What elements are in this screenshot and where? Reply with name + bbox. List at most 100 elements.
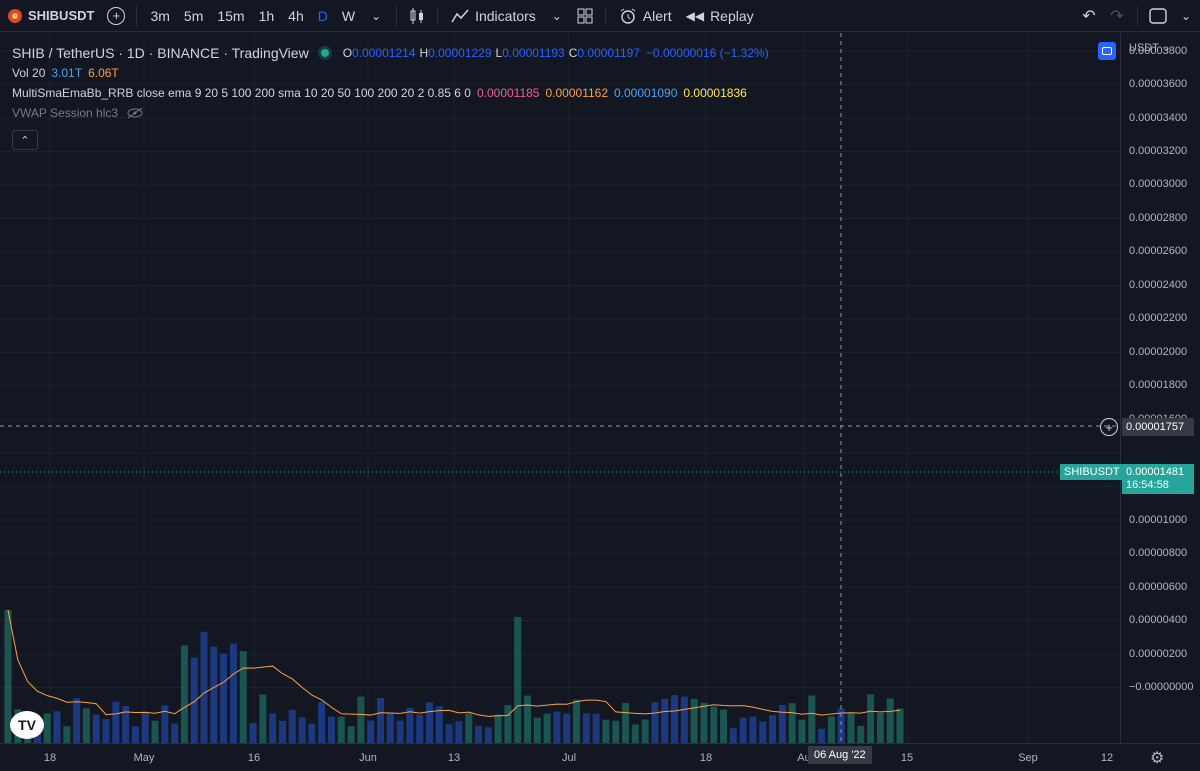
compare-add-button[interactable]: +: [102, 0, 130, 32]
time-tick-label: 13: [447, 752, 461, 764]
redo-icon: ↷: [1110, 8, 1124, 25]
volume-bar: [200, 631, 208, 743]
price-tick-label: 0.00000400: [1129, 614, 1188, 626]
volume-bar: [406, 707, 414, 743]
legend-title[interactable]: SHIB / TetherUS · 1D · BINANCE · Trading…: [12, 45, 309, 61]
volume-bar: [690, 698, 698, 743]
volume-bar: [337, 716, 345, 743]
volume-bar: [308, 723, 316, 743]
volume-bar: [82, 708, 90, 743]
volume-ma-value: 6.06T: [88, 66, 119, 80]
volume-bar: [386, 712, 394, 743]
volume-bar: [827, 716, 835, 743]
volume-bar: [700, 702, 708, 743]
volume-bar: [190, 657, 198, 743]
replay-button[interactable]: ◀◀ Replay: [679, 0, 761, 32]
price-chart[interactable]: [0, 33, 1120, 743]
indicators-icon: [451, 9, 469, 22]
price-tick-label: 0.00003800: [1129, 45, 1188, 57]
volume-bar: [141, 711, 149, 743]
volume-bar: [533, 717, 541, 743]
interval-4h[interactable]: 4h: [288, 7, 304, 24]
time-tick-label: Jul: [561, 752, 577, 764]
price-tick-label: 0.00003200: [1129, 145, 1188, 157]
alert-button[interactable]: Alert: [612, 0, 679, 32]
interval-15m[interactable]: 15m: [217, 7, 245, 24]
volume-bar: [43, 713, 51, 743]
volume-bar: [524, 695, 532, 743]
ohlc-high: 0.00001229: [428, 46, 492, 60]
volume-bar: [857, 725, 865, 743]
auto-scale-button[interactable]: [1098, 42, 1116, 60]
ohlc-open: 0.00001214: [352, 46, 416, 60]
time-axis[interactable]: 18 May 16 Jun 13 Jul 18 Au 15 Sep 12: [0, 743, 1200, 771]
settings-gear-icon[interactable]: ⚙: [1150, 750, 1165, 767]
ohlc-h-key: H: [419, 46, 429, 60]
add-alert-plus-button[interactable]: +: [1100, 418, 1118, 436]
volume-bar: [837, 708, 845, 743]
volume-bar: [876, 713, 884, 743]
ma-value-1: 0.00001185: [476, 86, 540, 100]
layout-grid-icon: [577, 8, 593, 23]
volume-bar: [73, 698, 81, 743]
redo-button[interactable]: ↷: [1103, 0, 1131, 32]
divider: [437, 5, 439, 26]
interval-3m[interactable]: 3m: [150, 7, 170, 24]
volume-bar: [347, 726, 355, 743]
interval-w[interactable]: W: [341, 7, 356, 24]
currency-select[interactable]: USDT ⌄: [1129, 41, 1171, 54]
symbol-search[interactable]: SHIBUSDT: [0, 0, 102, 32]
favorite-indicators-dropdown[interactable]: ⌄: [543, 0, 571, 32]
legend-vwap-row[interactable]: VWAP Session hlc3: [12, 103, 769, 123]
price-scale[interactable]: USDT ⌄ 0.00003800 0.00003600 0.00003400 0.0…: [1120, 33, 1200, 743]
volume-bar: [671, 695, 679, 743]
tradingview-logo: TV: [10, 711, 44, 739]
ma-indicator-label: MultiSmaEmaBb_RRB close ema 9 20 5 100 2…: [12, 86, 471, 100]
top-toolbar: SHIBUSDT + 3m 5m 15m 1h 4h D W ⌄ Indicat…: [0, 0, 1200, 32]
ma-value-3: 0.00001090: [614, 86, 678, 100]
ohlc-o-key: O: [342, 46, 353, 60]
collapse-legend-button[interactable]: ⌃: [12, 130, 38, 150]
chart-legend: SHIB / TetherUS · 1D · BINANCE · Trading…: [12, 43, 769, 123]
undo-button[interactable]: ↶: [1075, 0, 1103, 32]
interval-1h[interactable]: 1h: [258, 7, 275, 24]
chevron-down-icon: ⌄: [551, 8, 562, 23]
volume-bar: [886, 698, 894, 743]
window-icon: [1149, 8, 1167, 24]
eye-hidden-icon[interactable]: [126, 107, 144, 119]
time-tick-label: 18: [43, 752, 57, 764]
volume-bar: [210, 646, 218, 743]
volume-bar: [425, 702, 433, 743]
volume-bar: [161, 705, 169, 743]
layout-button[interactable]: [571, 0, 599, 32]
layout-select-button[interactable]: [1144, 0, 1172, 32]
volume-bar: [151, 720, 159, 743]
vwap-label: VWAP Session hlc3: [12, 106, 119, 120]
interval-d[interactable]: D: [317, 7, 328, 24]
current-price-value: 0.00001481: [1126, 466, 1185, 478]
volume-bar: [739, 717, 747, 743]
volume-bar: [445, 724, 453, 743]
price-tick-label: 0.00003400: [1129, 112, 1188, 124]
interval-dropdown[interactable]: ⌄: [362, 0, 390, 32]
volume-bar: [710, 706, 718, 743]
interval-5m[interactable]: 5m: [183, 7, 204, 24]
right-tools: ↶ ↷ ⌄: [1075, 0, 1200, 32]
legend-ma-row[interactable]: MultiSmaEmaBb_RRB close ema 9 20 5 100 2…: [12, 83, 769, 103]
volume-bar: [53, 711, 61, 743]
volume-bar: [680, 696, 688, 743]
volume-bar: [592, 713, 600, 743]
price-tick-label: 0.00002800: [1129, 212, 1188, 224]
crosshair-price-label: 0.00001757: [1122, 418, 1194, 436]
price-tick-label: 0.00002000: [1129, 346, 1188, 358]
layout-dropdown[interactable]: ⌄: [1172, 0, 1200, 32]
volume-bar: [288, 709, 296, 743]
legend-volume-row[interactable]: Vol 20 3.01T 6.06T: [12, 63, 769, 83]
indicators-button[interactable]: Indicators: [444, 0, 543, 32]
volume-bar: [239, 651, 247, 743]
bar-countdown: 16:54:58: [1126, 479, 1169, 491]
volume-bar: [582, 713, 590, 743]
volume-bar: [798, 719, 806, 743]
volume-bar: [102, 719, 110, 743]
chart-type-button[interactable]: [403, 0, 431, 32]
